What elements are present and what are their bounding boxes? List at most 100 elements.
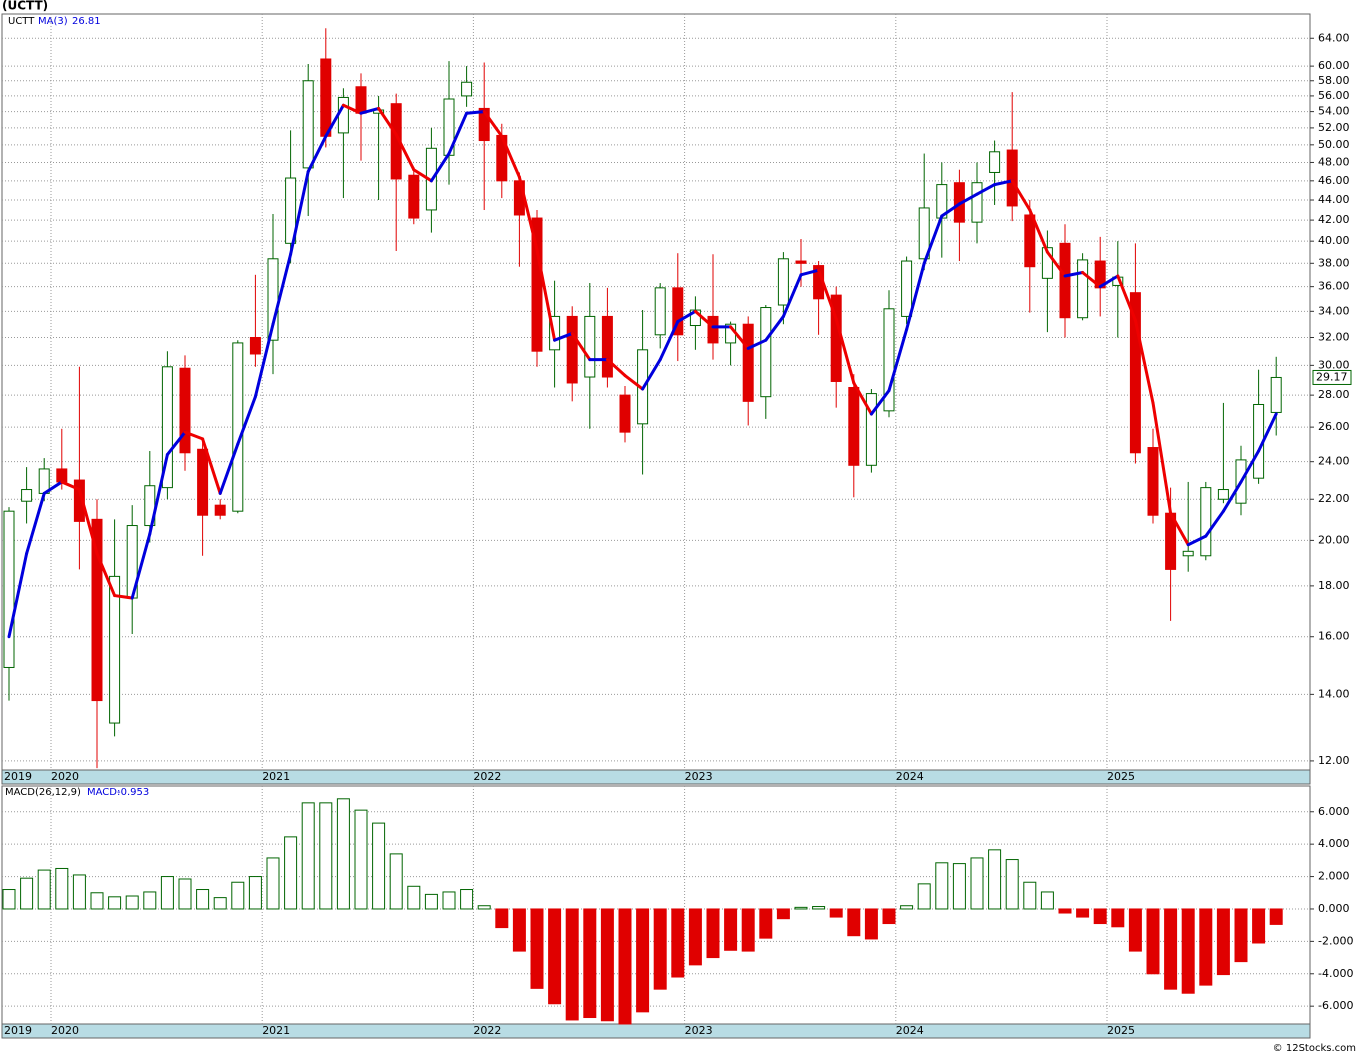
ma-segment	[1028, 208, 1049, 254]
candle-body	[91, 518, 103, 702]
candle-body	[654, 287, 666, 336]
candle-body	[619, 394, 631, 433]
ma-segment	[781, 273, 803, 318]
ma-segment	[1045, 250, 1067, 278]
macd-bar	[706, 908, 720, 959]
y-tick-label: -6.000	[1318, 999, 1353, 1012]
macd-bar	[407, 885, 421, 910]
y-tick-label: 40.00	[1318, 234, 1350, 247]
x-tick-label: 2023	[685, 1024, 713, 1037]
candle-body	[865, 393, 877, 466]
ma-segment	[394, 133, 416, 172]
ticker-label: UCTT	[8, 16, 35, 27]
ma-segment	[500, 134, 521, 179]
macd-bar	[248, 876, 262, 910]
x-tick-label: 2022	[473, 1024, 501, 1037]
ma-segment	[641, 358, 662, 391]
ma-segment	[341, 103, 363, 115]
macd-bar	[653, 908, 667, 990]
candle-body	[73, 479, 85, 522]
macd-bar	[1005, 859, 1019, 910]
candle-body	[1129, 292, 1141, 454]
macd-bar	[1076, 908, 1090, 918]
macd-bar	[178, 878, 192, 910]
candle-body	[584, 315, 596, 378]
candle-body	[883, 308, 895, 412]
x-tick-label: 2019	[4, 1024, 32, 1037]
macd-bar	[1111, 908, 1125, 928]
x-tick-label: 2021	[262, 770, 290, 783]
y-tick-label: 60.00	[1318, 59, 1350, 72]
y-tick-label: 46.00	[1318, 174, 1350, 187]
macd-bar	[354, 809, 368, 910]
macd-bar	[548, 908, 562, 1005]
y-tick-label: 12.00	[1318, 754, 1350, 767]
macd-bar	[565, 908, 579, 1021]
y-tick-label: 30.00	[1318, 358, 1350, 371]
x-tick-label: 2020	[51, 770, 79, 783]
ma-segment	[271, 252, 293, 326]
ma-segment	[1239, 449, 1261, 484]
ma-segment	[517, 175, 539, 252]
candle-body	[1217, 489, 1229, 500]
macd-bar	[301, 802, 315, 910]
date-axis	[1, 1023, 1311, 1039]
macd-bar	[1146, 908, 1160, 975]
macd-bar	[1216, 908, 1230, 976]
ma-segment	[623, 374, 645, 391]
ma-segment	[306, 134, 328, 174]
ma-segment	[1257, 412, 1278, 453]
macd-bar	[372, 822, 386, 910]
ma-label: MA(3)	[38, 16, 68, 27]
macd-bar	[213, 897, 227, 910]
macd-bar	[460, 889, 474, 910]
y-tick-label: -4.000	[1318, 967, 1353, 980]
macd-bar	[794, 906, 808, 910]
price-tag-label: 29.17	[1316, 370, 1348, 383]
macd-bar	[776, 908, 790, 920]
ma-segment	[218, 442, 240, 495]
candle-body	[672, 287, 684, 336]
candle-body	[742, 323, 754, 402]
candle-body	[161, 366, 173, 489]
macd-bar	[1234, 908, 1248, 963]
macd-bar	[864, 908, 878, 940]
x-tick-label: 2025	[1107, 1024, 1135, 1037]
y-tick-label: -2.000	[1318, 934, 1353, 947]
candle-body	[1200, 487, 1212, 557]
ma-segment	[1151, 401, 1173, 515]
ma-segment	[1010, 179, 1032, 212]
ma-segment	[324, 103, 345, 138]
ma-segment	[764, 314, 785, 342]
ma-segment	[834, 317, 856, 385]
ma-segment	[77, 488, 99, 556]
y-tick-label: 56.00	[1318, 89, 1350, 102]
macd-bar	[618, 908, 632, 1025]
candle-body	[1006, 149, 1018, 207]
x-tick-label: 2020	[51, 1024, 79, 1037]
y-tick-label: 34.00	[1318, 304, 1350, 317]
x-tick-label: 2022	[473, 770, 501, 783]
footer: © 12Stocks.com	[1273, 1043, 1356, 1054]
y-tick-label: 44.00	[1318, 193, 1350, 206]
macd-bar	[812, 906, 826, 910]
macd-bar	[108, 896, 122, 910]
macd-bar	[688, 908, 702, 966]
y-tick-label: 4.000	[1318, 837, 1350, 850]
candle-body	[1182, 550, 1194, 557]
y-tick-label: 64.00	[1318, 31, 1350, 44]
ma-segment	[693, 309, 715, 329]
macd-bar	[20, 877, 34, 910]
ma-segment	[1221, 480, 1243, 513]
candle-body	[901, 260, 913, 317]
ma-segment	[377, 106, 398, 137]
y-tick-label: 54.00	[1318, 105, 1350, 118]
ma-segment	[1081, 270, 1102, 289]
candle-body	[1024, 214, 1036, 268]
x-tick-label: 2024	[896, 770, 924, 783]
ma-segment	[465, 110, 486, 115]
ma-segment	[799, 268, 821, 277]
macd-bar	[1023, 881, 1037, 910]
ma-segment	[570, 331, 592, 362]
x-tick-label: 2023	[685, 770, 713, 783]
